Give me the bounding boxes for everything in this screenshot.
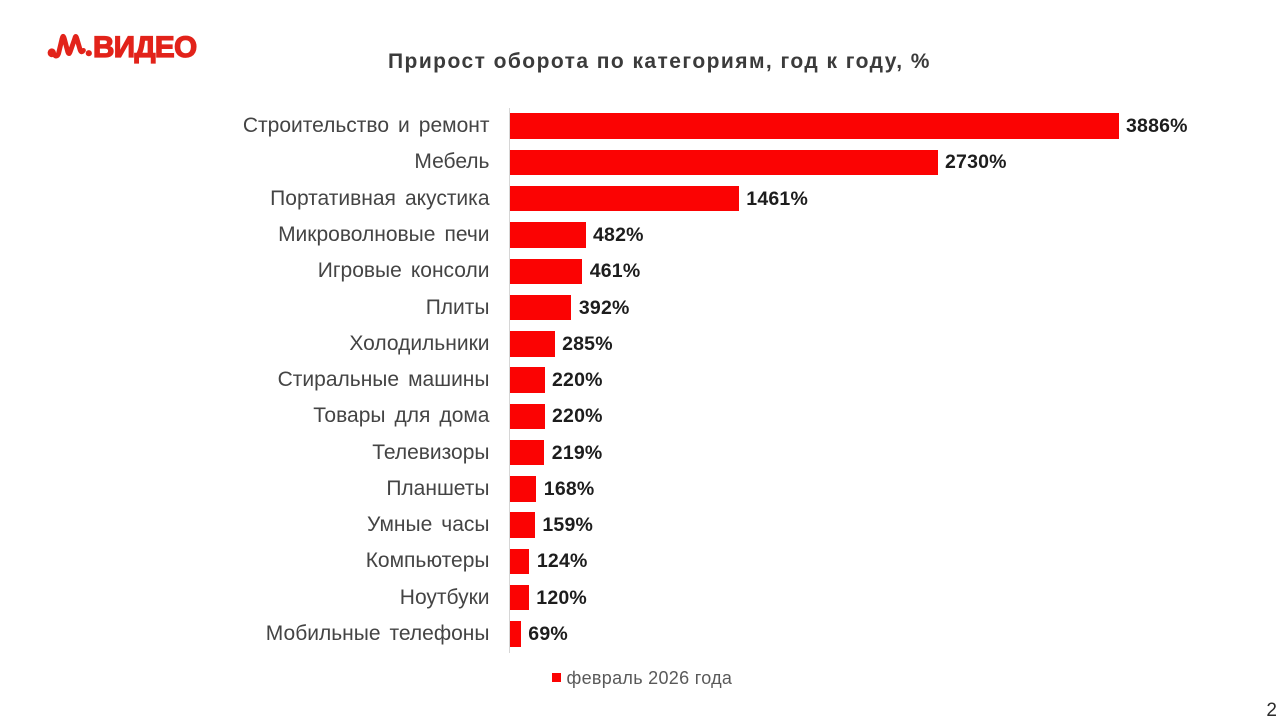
svg-text:ВИДЕО: ВИДЕО xyxy=(93,31,196,64)
